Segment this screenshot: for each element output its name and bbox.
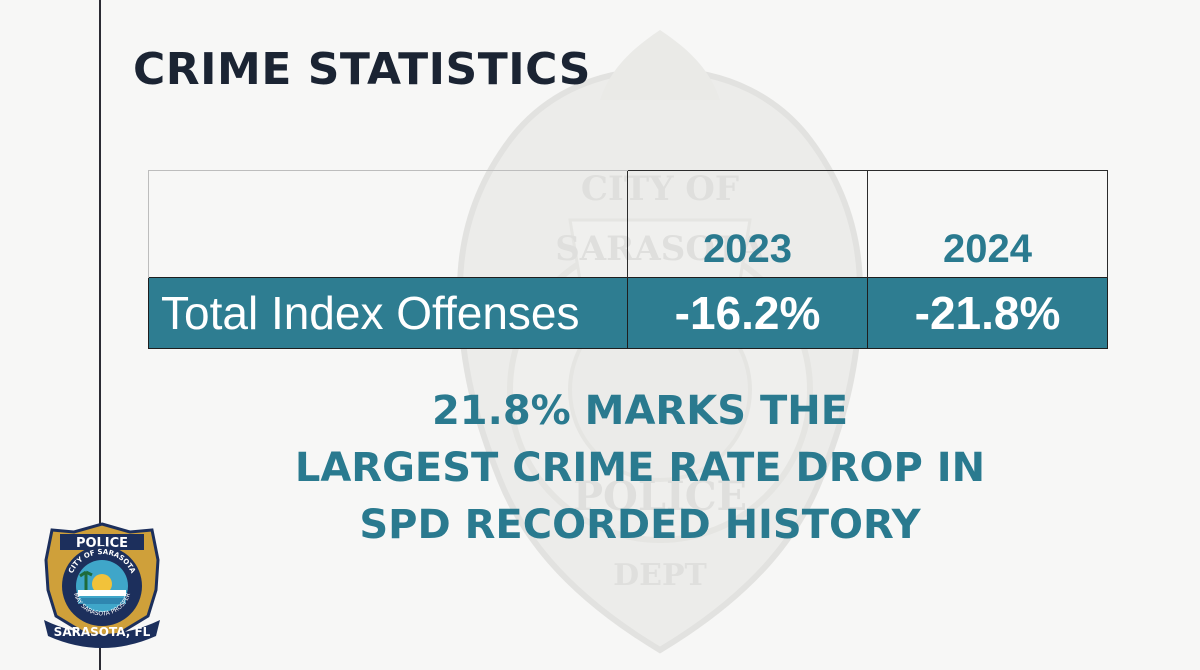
column-header-2023: 2023 [627, 170, 868, 278]
sarasota-police-logo: POLICE CITY OF SARASOTA MAY SARASOTA PRO… [44, 522, 160, 648]
table-header-row: 2023 2024 [148, 170, 1108, 278]
crime-stats-table: 2023 2024 Total Index Offenses -16.2% -2… [148, 170, 1108, 349]
watermark-text-bottom: DEPT [613, 558, 707, 593]
headline-line-3: SPD RECORDED HISTORY [359, 502, 921, 548]
logo-top-text: POLICE [76, 536, 128, 551]
headline-line-1: 21.8% MARKS THE [431, 388, 849, 434]
left-divider-line [99, 0, 101, 670]
column-header-2024: 2024 [867, 170, 1108, 278]
header-empty-cell [148, 170, 628, 278]
logo-bottom-text: SARASOTA, FL [54, 625, 151, 639]
value-2023: -16.2% [627, 277, 868, 349]
value-2024: -21.8% [867, 277, 1108, 349]
headline-statement: 21.8% MARKS THE LARGEST CRIME RATE DROP … [200, 383, 1080, 554]
headline-line-2: LARGEST CRIME RATE DROP IN [294, 445, 986, 491]
row-label: Total Index Offenses [148, 277, 628, 349]
police-badge-watermark: CITY OF SARASOTA POLICE DEPT [456, 30, 864, 654]
watermark-text-lower: POLICE [573, 473, 747, 520]
page-title: CRIME STATISTICS [133, 44, 591, 95]
table-row: Total Index Offenses -16.2% -21.8% [148, 277, 1108, 349]
